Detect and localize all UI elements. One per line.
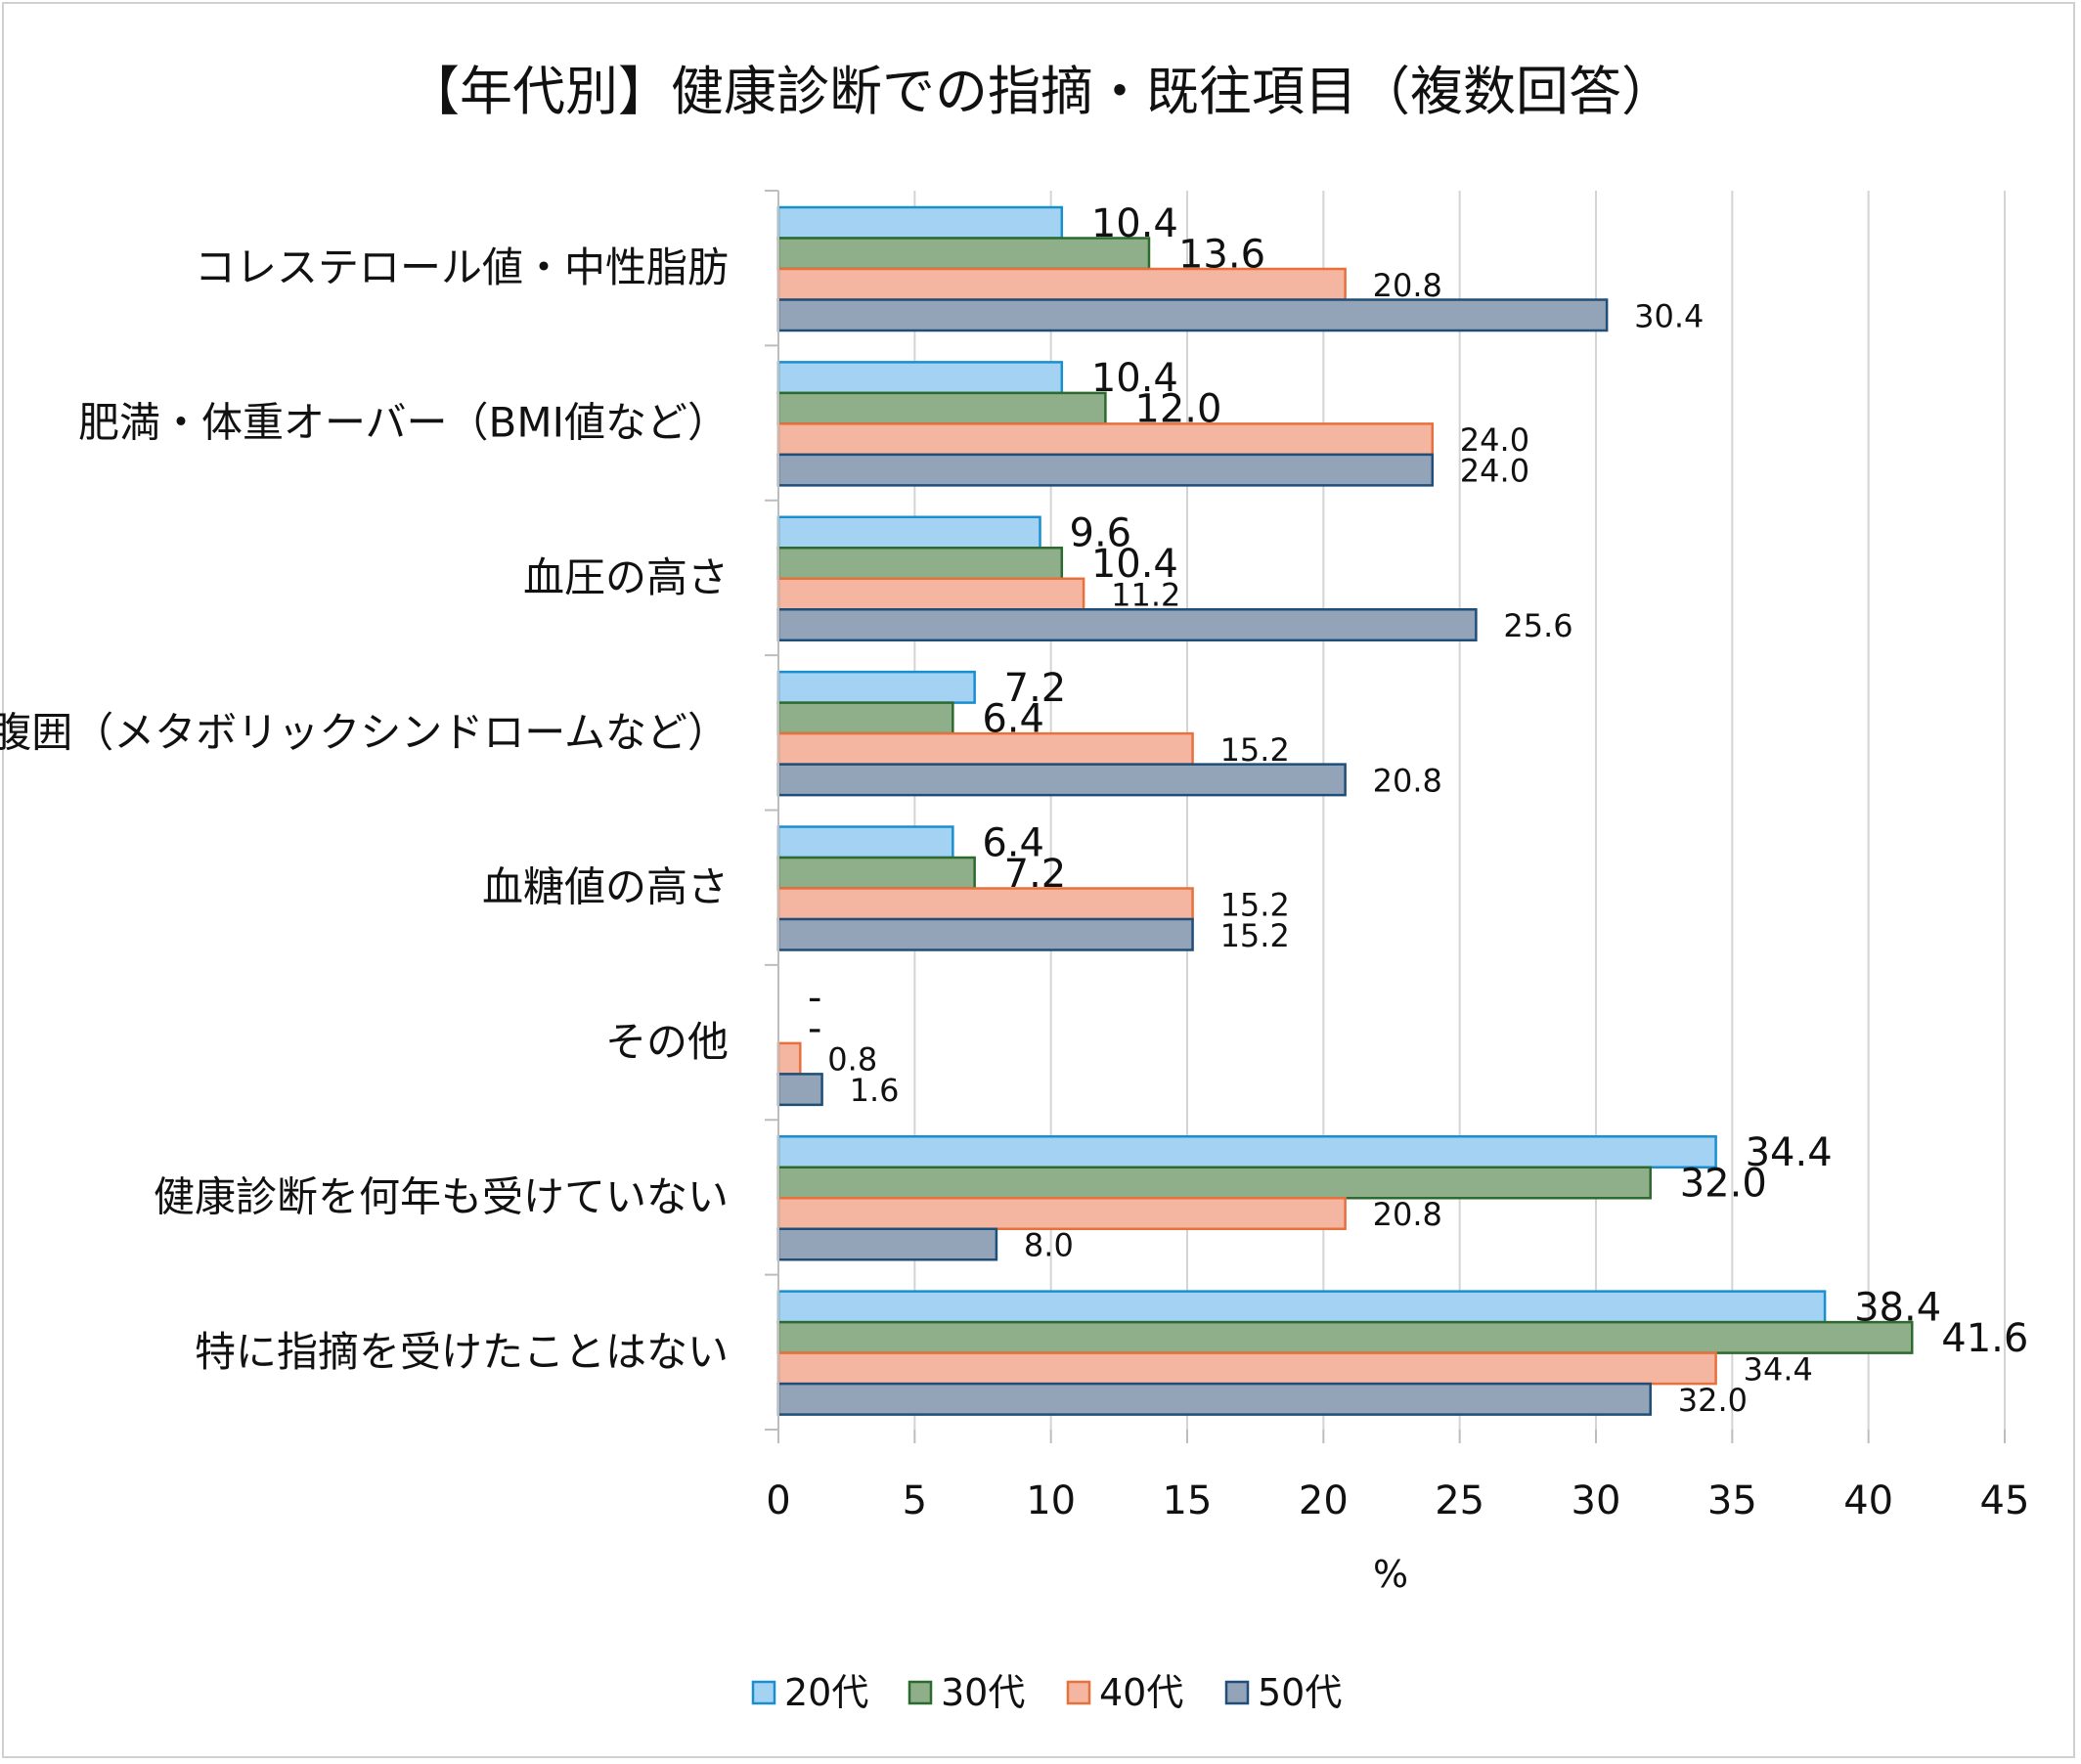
data-label-20代-7: 38.4 xyxy=(1854,1285,1941,1330)
data-label-50代-2: 25.6 xyxy=(1503,607,1572,644)
x-tick-label-30: 30 xyxy=(1572,1478,1621,1523)
data-label-50代-6: 8.0 xyxy=(1024,1227,1074,1264)
data-label-20代-4: 6.4 xyxy=(982,820,1044,865)
data-label-30代-4: 7.2 xyxy=(1004,852,1067,897)
legend-label-30代: 30代 xyxy=(941,1671,1025,1714)
bar-30代-7 xyxy=(776,1320,1914,1354)
data-label-50代-1: 24.0 xyxy=(1460,453,1529,490)
data-label-40代-7: 34.4 xyxy=(1744,1350,1813,1388)
bar-40代-5 xyxy=(776,1041,802,1076)
data-label-40代-1: 24.0 xyxy=(1460,421,1529,459)
x-tick-label-35: 35 xyxy=(1707,1478,1757,1523)
bar-30代-1 xyxy=(776,391,1107,425)
bar-40代-4 xyxy=(776,887,1194,921)
data-label-30代-0: 13.6 xyxy=(1178,232,1265,277)
bar-50代-4 xyxy=(776,917,1194,951)
x-tick-label-5: 5 xyxy=(903,1478,927,1523)
bar-20代-4 xyxy=(776,825,954,860)
x-tick-label-20: 20 xyxy=(1299,1478,1349,1523)
bar-50代-7 xyxy=(776,1382,1652,1416)
data-label-20代-0: 10.4 xyxy=(1091,201,1178,246)
data-label-20代-3: 7.2 xyxy=(1004,666,1067,711)
bar-20代-2 xyxy=(776,515,1041,550)
bar-40代-2 xyxy=(776,577,1085,611)
bar-20代-7 xyxy=(776,1290,1827,1324)
x-tick-label-25: 25 xyxy=(1435,1478,1484,1523)
category-label-1: 肥満・体重オーバー（BMI値など） xyxy=(78,399,729,447)
data-label-40代-4: 15.2 xyxy=(1220,886,1290,923)
category-label-7: 特に指摘を受けたことはない xyxy=(195,1328,729,1376)
bar-50代-1 xyxy=(776,453,1435,487)
data-label-50代-4: 15.2 xyxy=(1220,917,1290,954)
data-label-20代-6: 34.4 xyxy=(1746,1130,1833,1175)
bar-50代-3 xyxy=(776,763,1347,797)
data-label-30代-2: 10.4 xyxy=(1091,542,1178,587)
bar-50代-6 xyxy=(776,1227,998,1261)
data-label-50代-5: 1.6 xyxy=(850,1072,900,1109)
data-label-30代-3: 6.4 xyxy=(982,696,1044,741)
bar-50代-0 xyxy=(776,298,1609,332)
x-tick-label-15: 15 xyxy=(1163,1478,1213,1523)
bar-30代-2 xyxy=(776,547,1064,580)
data-label-40代-6: 20.8 xyxy=(1373,1196,1442,1233)
legend: 20代 30代 40代 50代 xyxy=(751,1671,1342,1714)
legend-swatch-40代 xyxy=(1066,1680,1091,1705)
category-label-6: 健康診断を何年も受けていない xyxy=(154,1172,729,1220)
bar-40代-6 xyxy=(776,1197,1347,1230)
data-label-30代-5: - xyxy=(808,1006,821,1051)
bar-20代-3 xyxy=(776,670,976,704)
category-label-3: 腹囲（メタボリックシンドロームなど） xyxy=(0,708,729,756)
category-label-2: 血圧の高さ xyxy=(523,553,729,601)
data-label-20代-1: 10.4 xyxy=(1091,356,1178,401)
x-tick-label-10: 10 xyxy=(1026,1478,1076,1523)
data-label-50代-3: 20.8 xyxy=(1373,762,1442,799)
legend-swatch-30代 xyxy=(908,1680,933,1705)
chart-title: 【年代別】健康診断での指摘・既往項目（複数回答） xyxy=(407,61,1674,122)
category-label-5: その他 xyxy=(605,1018,729,1066)
bar-30代-3 xyxy=(776,701,954,735)
x-tick-label-40: 40 xyxy=(1843,1478,1893,1523)
bar-20代-0 xyxy=(776,205,1064,240)
data-label-30代-6: 32.0 xyxy=(1680,1162,1767,1207)
legend-swatch-50代 xyxy=(1224,1680,1250,1705)
data-label-20代-2: 9.6 xyxy=(1070,511,1132,556)
legend-label-40代: 40代 xyxy=(1099,1671,1183,1714)
data-label-40代-0: 20.8 xyxy=(1373,267,1442,304)
x-tick-label-45: 45 xyxy=(1980,1478,2030,1523)
x-axis-title: % xyxy=(1373,1553,1408,1596)
bar-40代-7 xyxy=(776,1351,1717,1386)
bar-20代-1 xyxy=(776,361,1064,395)
bars xyxy=(776,205,1914,1416)
data-label-50代-7: 32.0 xyxy=(1678,1382,1748,1419)
x-tick-label-0: 0 xyxy=(766,1478,790,1523)
gridlines xyxy=(913,191,2006,1430)
data-label-40代-3: 15.2 xyxy=(1220,731,1290,769)
axes: 0 5 10 15 20 25 30 35 40 45 xyxy=(765,190,2030,1523)
data-label-50代-0: 30.4 xyxy=(1634,297,1704,334)
bar-40代-1 xyxy=(776,422,1435,457)
bar-50代-5 xyxy=(776,1073,823,1107)
bar-30代-4 xyxy=(776,856,976,890)
legend-label-20代: 20代 xyxy=(784,1671,868,1714)
data-label-40代-2: 11.2 xyxy=(1111,577,1180,614)
category-label-4: 血糖値の高さ xyxy=(482,863,729,911)
data-label-20代-5: - xyxy=(808,976,821,1021)
data-label-40代-5: 0.8 xyxy=(827,1041,877,1079)
category-label-0: コレステロール値・中性脂肪 xyxy=(195,243,729,291)
bar-30代-6 xyxy=(776,1166,1652,1200)
data-labels: 10.413.620.830.410.412.024.024.09.610.41… xyxy=(808,201,2028,1419)
legend-swatch-20代 xyxy=(751,1680,776,1705)
data-label-30代-1: 12.0 xyxy=(1134,387,1221,432)
bar-50代-2 xyxy=(776,608,1478,641)
bar-20代-6 xyxy=(776,1135,1717,1169)
legend-label-50代: 50代 xyxy=(1258,1671,1342,1714)
data-label-30代-7: 41.6 xyxy=(1941,1316,2028,1361)
